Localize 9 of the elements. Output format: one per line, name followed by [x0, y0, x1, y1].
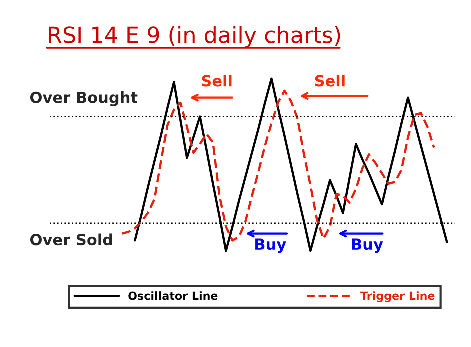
annotation: Buy: [256, 238, 286, 254]
legend-label: Oscillator Line: [128, 292, 218, 300]
annotation: Sell: [315, 74, 345, 87]
ref-line-label: Over Bought: [30, 92, 138, 106]
annotation: Sell: [202, 74, 232, 87]
annotation: Buy: [352, 238, 384, 254]
chart-title: RSI 14 E 9 (in daily charts): [49, 26, 340, 48]
legend-label: Trigger Line: [360, 292, 435, 302]
ref-line-label: Over Sold: [30, 234, 112, 246]
